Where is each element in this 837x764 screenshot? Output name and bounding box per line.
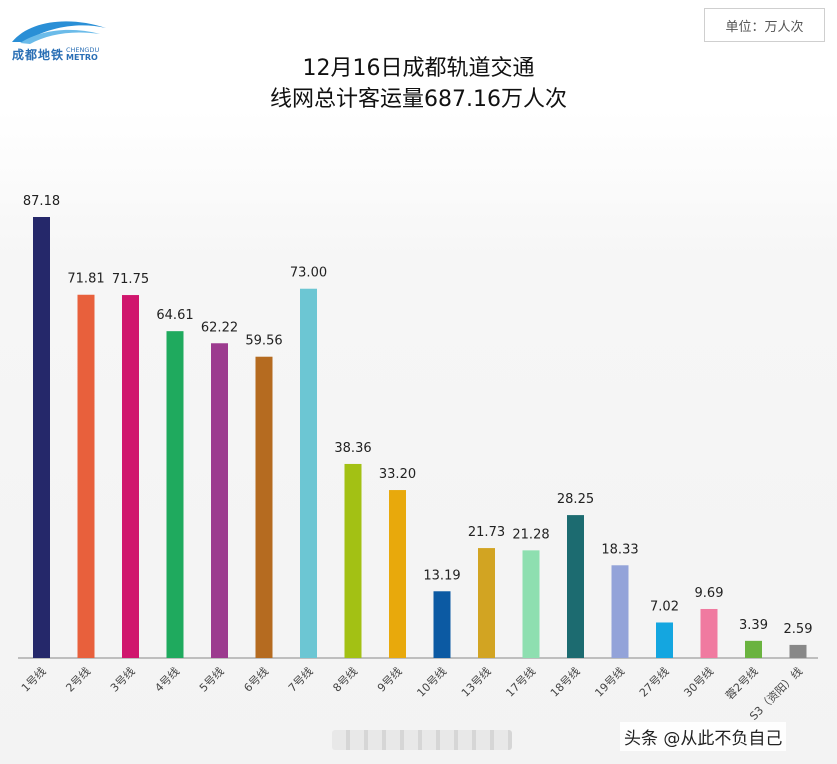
- bar-3: [122, 295, 139, 658]
- x-tick-label-12: 17号线: [503, 664, 538, 699]
- x-tick-label-6: 6号线: [241, 664, 271, 694]
- data-label-15: 7.02: [650, 599, 679, 614]
- logo-text-en: CHENGDU METRO: [66, 46, 100, 62]
- data-label-4: 64.61: [156, 308, 193, 323]
- chart-title-line1: 12月16日成都轨道交通: [302, 56, 535, 81]
- bar-9: [389, 490, 406, 658]
- unit-label: 单位：万人次: [704, 8, 825, 42]
- data-label-10: 13.19: [423, 568, 460, 583]
- chart-title-line2: 线网总计客运量687.16万人次: [270, 87, 567, 112]
- x-tick-label-16: 30号线: [681, 664, 716, 699]
- x-tick-label-2: 2号线: [63, 664, 93, 694]
- data-label-16: 9.69: [695, 586, 724, 601]
- bar-4: [166, 331, 184, 658]
- x-tick-label-9: 9号线: [374, 664, 404, 694]
- data-label-3: 71.75: [112, 272, 149, 287]
- x-tick-label-11: 13号线: [458, 664, 493, 699]
- bar-17: [745, 640, 762, 658]
- bar-14: [611, 565, 629, 658]
- data-label-14: 18.33: [601, 542, 638, 557]
- bar-1: [33, 217, 50, 658]
- x-tick-label-7: 7号线: [285, 664, 315, 694]
- data-label-18: 2.59: [784, 622, 813, 637]
- bar-8: [344, 463, 362, 658]
- bar-16: [700, 608, 718, 658]
- bar-12: [522, 550, 540, 658]
- data-label-9: 33.20: [379, 467, 416, 482]
- x-tick-label-17: 蓉2号线: [722, 664, 760, 702]
- bar-13: [567, 515, 584, 658]
- x-tick-label-13: 18号线: [547, 664, 582, 699]
- data-label-8: 38.36: [334, 441, 371, 456]
- data-label-17: 3.39: [739, 618, 768, 633]
- x-tick-label-4: 4号线: [152, 664, 182, 694]
- bar-7: [300, 288, 317, 658]
- x-tick-label-1: 1号线: [18, 664, 48, 694]
- x-tick-label-15: 27号线: [636, 664, 671, 699]
- data-label-1: 87.18: [23, 194, 60, 209]
- bar-15: [656, 622, 673, 658]
- bar-11: [478, 548, 495, 658]
- x-tick-label-3: 3号线: [107, 664, 137, 694]
- data-label-11: 21.73: [468, 525, 505, 540]
- data-label-12: 21.28: [512, 527, 549, 542]
- bar-5: [211, 343, 228, 658]
- bar-2: [77, 294, 95, 658]
- blurred-text: [332, 730, 512, 750]
- data-label-6: 59.56: [245, 334, 282, 349]
- data-label-7: 73.00: [290, 266, 327, 281]
- data-label-2: 71.81: [67, 272, 104, 287]
- chengdu-metro-logo: 成都地铁 CHENGDU METRO: [10, 14, 120, 64]
- data-label-13: 28.25: [557, 492, 594, 507]
- metro-swoosh-icon: [12, 21, 106, 44]
- logo-text-cn: 成都地铁: [12, 48, 65, 62]
- data-label-5: 62.22: [201, 320, 238, 335]
- x-tick-label-8: 8号线: [330, 664, 360, 694]
- x-tick-label-14: 19号线: [592, 664, 627, 699]
- bar-10: [433, 591, 451, 658]
- bar-18: [789, 644, 807, 658]
- watermark-text: 头条 @从此不负自己: [620, 722, 787, 751]
- x-tick-label-5: 5号线: [196, 664, 226, 694]
- x-tick-label-10: 10号线: [414, 664, 449, 699]
- bar-6: [255, 356, 273, 658]
